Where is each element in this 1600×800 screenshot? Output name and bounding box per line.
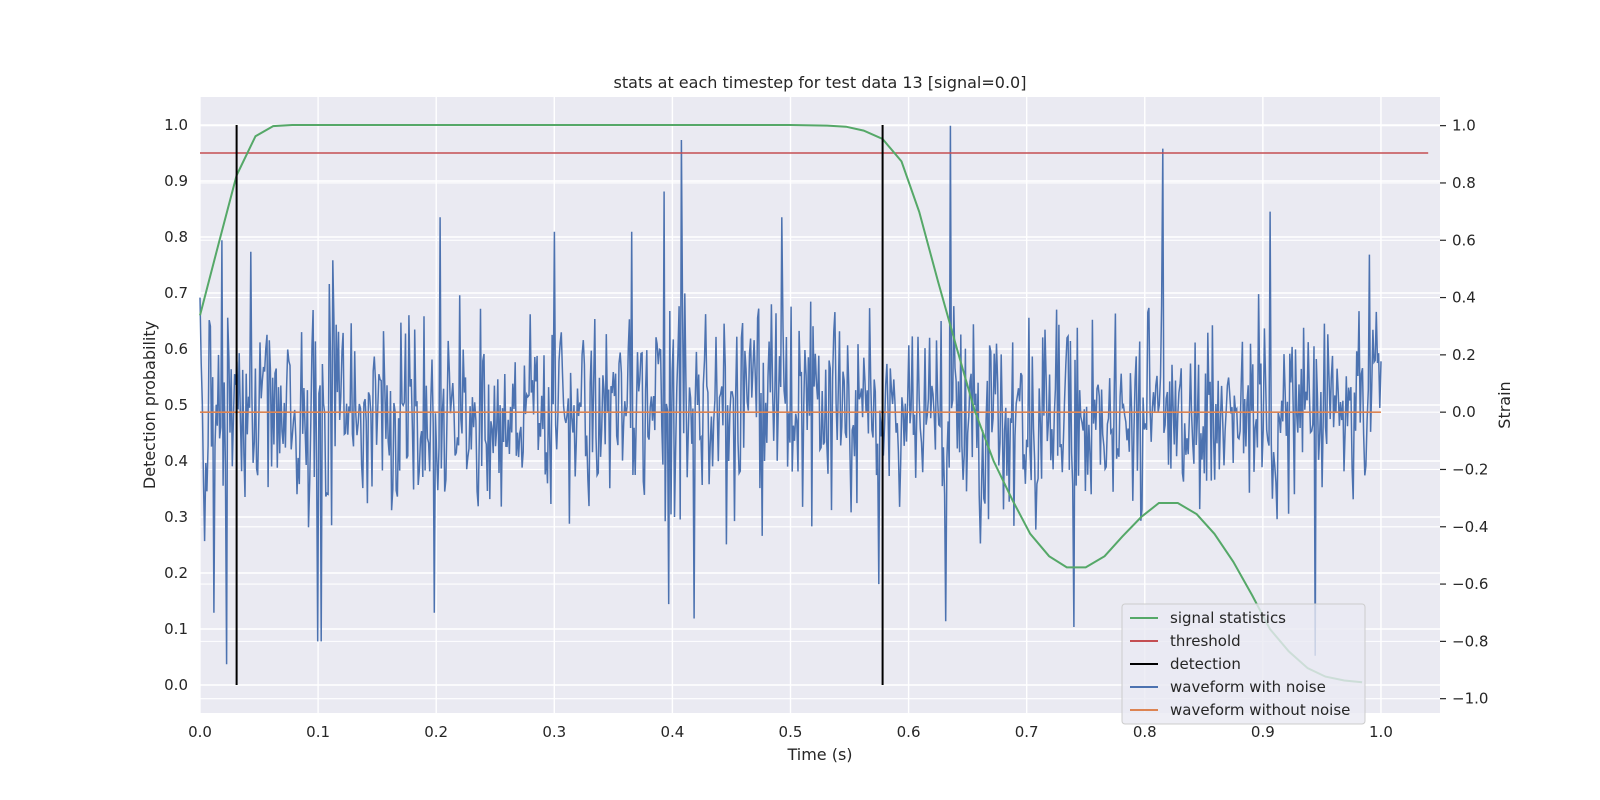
x-axis: 0.0 0.1 0.2 0.3 0.4 0.5 0.6 0.7 0.8 0.9 1.0 (188, 723, 1393, 741)
x-tick-label: 0.0 (188, 723, 212, 741)
y-tick-label: 0.2 (164, 564, 188, 582)
legend-label: threshold (1170, 632, 1241, 650)
y-right-tick-label: −0.6 (1452, 575, 1488, 593)
x-tick-label: 0.4 (660, 723, 684, 741)
y-tick-label: 1.0 (164, 116, 188, 134)
y-axis-title: Detection probability (140, 321, 159, 489)
y-tick-label: 0.3 (164, 508, 188, 526)
y-axis-right-title: Strain (1495, 381, 1514, 428)
y-right-tick-label: 0.0 (1452, 403, 1476, 421)
y-right-tick-label: 1.0 (1452, 117, 1476, 135)
y-right-tick-label: −0.2 (1452, 460, 1488, 478)
y-tick-label: 0.5 (164, 396, 188, 414)
y-tick-label: 0.1 (164, 620, 188, 638)
x-tick-label: 0.6 (897, 723, 921, 741)
x-tick-label: 0.2 (424, 723, 448, 741)
y-tick-label: 0.8 (164, 228, 188, 246)
legend: signal statistics threshold detection wavef… (1121, 603, 1366, 725)
y-tick-label: 0.4 (164, 452, 188, 470)
x-tick-label: 1.0 (1369, 723, 1393, 741)
y-axis-right: −1.0 −0.8 −0.6 −0.4 −0.2 0.0 0.2 0.4 0.6 0.8 1.0 (1440, 117, 1488, 708)
x-tick-label: 0.8 (1133, 723, 1157, 741)
x-tick-label: 0.7 (1015, 723, 1039, 741)
y-right-tick-label: 0.8 (1452, 174, 1476, 192)
y-right-tick-label: 0.6 (1452, 231, 1476, 249)
x-axis-title: Time (s) (786, 745, 852, 764)
chart-title: stats at each timestep for test data 13 … (614, 73, 1027, 92)
y-tick-label: 0.6 (164, 340, 188, 358)
x-tick-label: 0.3 (542, 723, 566, 741)
legend-box (1121, 603, 1366, 725)
y-right-tick-label: −1.0 (1452, 690, 1488, 708)
series-layer (199, 124, 1429, 685)
legend-label: detection (1170, 655, 1241, 673)
y-axis-left: 0.0 0.1 0.2 0.3 0.4 0.5 0.6 0.7 0.8 0.9 1.0 (164, 116, 188, 694)
y-right-tick-label: −0.4 (1452, 518, 1488, 536)
y-right-tick-label: 0.2 (1452, 346, 1476, 364)
legend-label: signal statistics (1170, 609, 1286, 627)
y-tick-label: 0.7 (164, 284, 188, 302)
legend-label: waveform without noise (1170, 701, 1350, 719)
y-tick-label: 0.9 (164, 172, 188, 190)
y-right-tick-label: 0.4 (1452, 289, 1476, 307)
x-tick-label: 0.9 (1251, 723, 1275, 741)
legend-label: waveform with noise (1170, 678, 1326, 696)
y-right-tick-label: −0.8 (1452, 632, 1488, 650)
x-tick-label: 0.1 (306, 723, 330, 741)
waveform-with-noise-line (199, 125, 1382, 665)
y-tick-label: 0.0 (164, 676, 188, 694)
x-tick-label: 0.5 (779, 723, 803, 741)
signal-statistics-line (199, 124, 1363, 684)
